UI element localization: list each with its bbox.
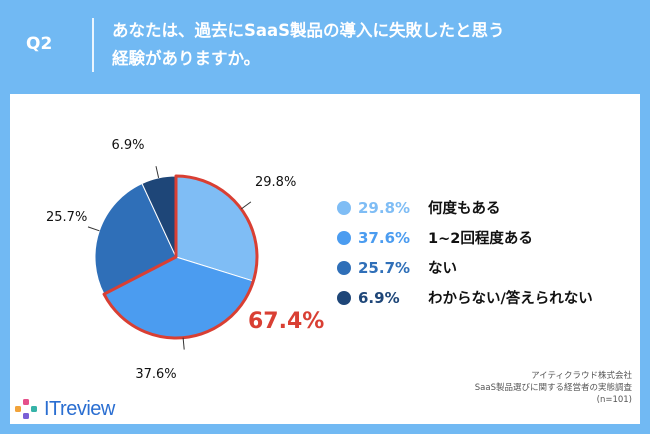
question-title: あなたは、過去にSaaS製品の導入に失敗したと思う 経験がありますか。 xyxy=(112,17,632,73)
source-line-2: SaaS製品選びに関する経営者の実態調査 xyxy=(474,383,632,393)
question-line-1: あなたは、過去にSaaS製品の導入に失敗したと思う xyxy=(112,21,505,40)
brand-name: ITreview xyxy=(44,397,115,420)
question-line-2: 経験がありますか。 xyxy=(112,49,261,68)
question-label: Q2 xyxy=(26,34,53,54)
brand-logo: ITreview xyxy=(14,397,115,421)
legend-marker-3 xyxy=(337,261,351,275)
legend-marker-1 xyxy=(337,201,351,215)
data-label-2: 37.6% xyxy=(135,367,176,382)
legend-value-1: 29.8% xyxy=(358,199,410,217)
data-label-1: 29.8% xyxy=(255,175,296,190)
legend-label-2: 1~2回程度ある xyxy=(428,229,533,247)
legend-value-3: 25.7% xyxy=(358,259,410,277)
leader-line-2 xyxy=(182,337,185,350)
leader-line-1 xyxy=(240,201,252,210)
data-label-3: 25.7% xyxy=(46,210,87,225)
source-note: アイティクラウド株式会社 SaaS製品選びに関する経営者の実態調査 (n=101… xyxy=(372,370,632,406)
legend-label-1: 何度もある xyxy=(428,199,501,217)
header-divider xyxy=(92,18,94,72)
legend-label-4: わからない/答えられない xyxy=(428,289,593,307)
leader-line-3 xyxy=(87,226,100,232)
pie-chart: 29.8% 37.6% 25.7% 6.9% 67.4% 29.8% 何度もある 37.6% 1… xyxy=(46,138,593,382)
highlight-outline xyxy=(102,174,259,340)
data-label-4: 6.9% xyxy=(111,138,144,153)
brand-mark-icon xyxy=(15,399,37,419)
source-line-1: アイティクラウド株式会社 xyxy=(531,371,632,381)
header: Q2 あなたは、過去にSaaS製品の導入に失敗したと思う 経験がありますか。 xyxy=(0,0,650,90)
highlight-total-label: 67.4% xyxy=(248,309,324,334)
legend-marker-2 xyxy=(337,231,351,245)
source-line-3: (n=101) xyxy=(596,395,632,405)
legend-marker-4 xyxy=(337,291,351,305)
chart-panel: 29.8% 37.6% 25.7% 6.9% 67.4% 29.8% 何度もある 37.6% 1… xyxy=(10,94,640,424)
legend-value-2: 37.6% xyxy=(358,229,410,247)
legend-value-4: 6.9% xyxy=(358,289,400,307)
leader-line-4 xyxy=(155,166,160,179)
legend-label-3: ない xyxy=(428,260,457,277)
